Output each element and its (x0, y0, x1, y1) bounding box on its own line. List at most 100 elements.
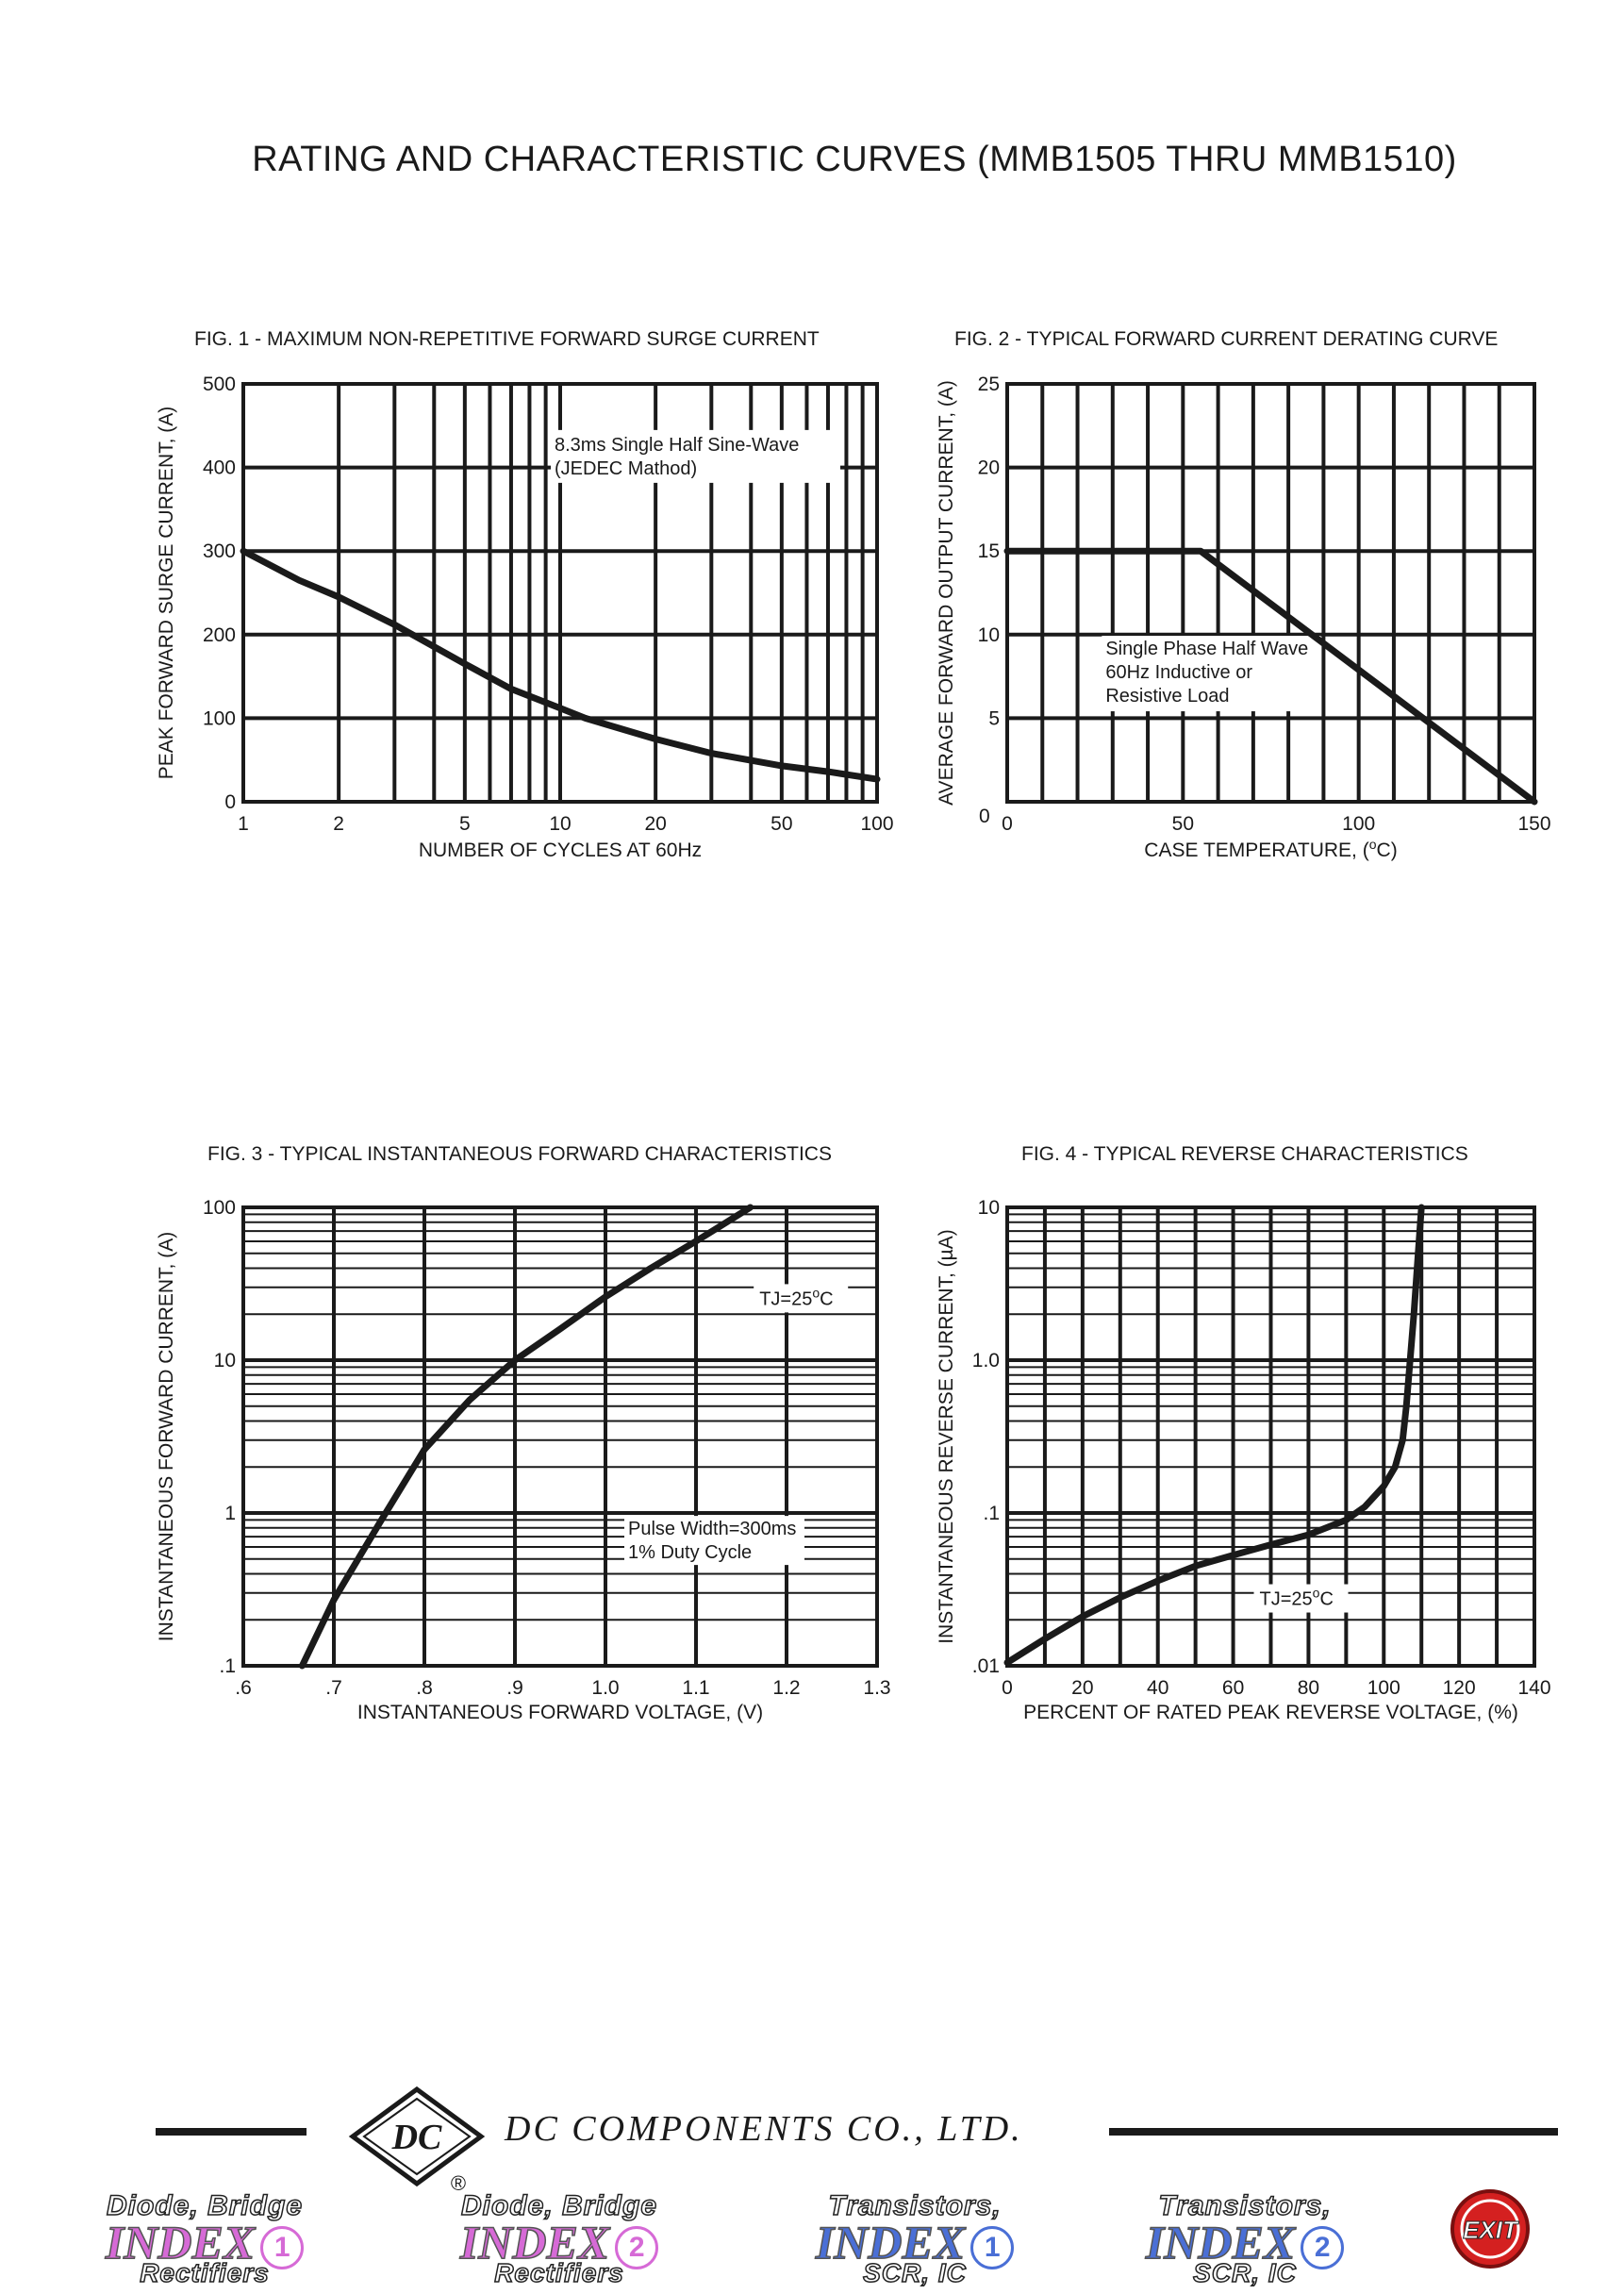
y-tick-label: 1.0 (972, 1350, 1000, 1371)
exit-label: EXIT (1463, 2216, 1519, 2244)
fig2-chart: Single Phase Half Wave 60Hz Inductive or R… (936, 374, 1551, 861)
index-number-badge: 2 (1301, 2225, 1345, 2269)
y-tick-label: 20 (978, 457, 1000, 479)
series-line (240, 547, 881, 783)
y-axis-label: INSTANTANEOUS REVERSE CURRENT, (µA) (936, 1229, 957, 1644)
index-btn-line1: Transistors, (828, 2189, 1002, 2222)
x-tick-label: 0 (1002, 1677, 1013, 1699)
y-axis-label: PEAK FORWARD SURGE CURRENT, (A) (156, 407, 177, 780)
x-tick-label: 5 (459, 813, 471, 835)
index-number-badge: 2 (615, 2225, 659, 2269)
series-line (1003, 1204, 1425, 1667)
x-tick-label: 140 (1517, 1677, 1550, 1699)
x-tick-label: 100 (860, 813, 893, 835)
page-title: RATING AND CHARACTERISTIC CURVES (MMB150… (252, 140, 1457, 179)
exit-button[interactable]: EXIT (1448, 2186, 1533, 2271)
index-btn-line1: Diode, Bridge (106, 2189, 303, 2222)
index-btn-line2: INDEX 1 (87, 2215, 323, 2269)
annotation-tj: TJ=25oC (759, 1285, 833, 1309)
y-tick-label: .01 (972, 1655, 1000, 1677)
index-diode-bridge-1-button[interactable]: Diode, Bridge INDEX 1 Rectifiers (87, 2189, 323, 2294)
y-tick-label: 0 (979, 806, 990, 827)
x-tick-label: 50 (1172, 813, 1194, 835)
logo-text: DC (391, 2118, 442, 2157)
x-tick-label: .7 (325, 1677, 342, 1699)
y-tick-label: 500 (203, 374, 236, 395)
series-line (298, 1204, 754, 1670)
x-tick-label: 2 (333, 813, 344, 835)
x-tick-label: 100 (1367, 1677, 1400, 1699)
x-axis-label: CASE TEMPERATURE, (oC) (1144, 837, 1397, 861)
y-tick-label: 100 (203, 1197, 236, 1219)
index-number-badge: 1 (970, 2225, 1015, 2269)
fig4-title: FIG. 4 - TYPICAL REVERSE CHARACTERISTICS (1021, 1143, 1468, 1165)
exit-icon (1450, 2189, 1530, 2269)
annotation-box (754, 1284, 849, 1313)
annotation-text: 8.3ms Single Half Sine-Wave (555, 435, 799, 456)
index-btn-line3: Rectifiers (493, 2257, 624, 2288)
fig4-chart: TJ=25oC 0 20 40 60 80 100 120 140 .01 .1 1.0 10 PERCE… (936, 1197, 1551, 1723)
y-tick-label: 100 (203, 707, 236, 729)
x-tick-label: 60 (1222, 1677, 1244, 1699)
y-axis-label: AVERAGE FORWARD OUTPUT CURRENT, (A) (936, 380, 957, 806)
x-tick-label: .6 (235, 1677, 252, 1699)
index-btn-line2: INDEX 1 (797, 2215, 1033, 2269)
x-tick-label: 40 (1147, 1677, 1168, 1699)
x-tick-label: 1.1 (682, 1677, 709, 1699)
index-btn-line1: Diode, Bridge (460, 2189, 657, 2222)
x-tick-label: 120 (1443, 1677, 1476, 1699)
x-tick-label: 20 (644, 813, 666, 835)
y-tick-label: 25 (978, 374, 1000, 395)
x-tick-label: 150 (1517, 813, 1550, 835)
index-btn-line3: SCR, IC (1192, 2257, 1297, 2288)
footer-rule-left (156, 2128, 307, 2136)
annotation-text: 60Hz Inductive or (1105, 662, 1252, 683)
annotation-tj: TJ=25oC (1260, 1586, 1334, 1610)
fig2-title: FIG. 2 - TYPICAL FORWARD CURRENT DERATIN… (954, 328, 1499, 350)
index-transistors-2-button[interactable]: Transistors, INDEX 2 SCR, IC (1127, 2189, 1363, 2294)
index-transistors-1-button[interactable]: Transistors, INDEX 1 SCR, IC (797, 2189, 1033, 2294)
x-tick-label: 1.0 (591, 1677, 619, 1699)
fig1-title: FIG. 1 - MAXIMUM NON-REPETITIVE FORWARD … (194, 328, 820, 350)
x-tick-label: 0 (1002, 813, 1013, 835)
index-btn-line2: INDEX 2 (441, 2215, 677, 2269)
y-tick-label: 15 (978, 540, 1000, 562)
company-logo: DC ® (348, 2086, 486, 2195)
annotation-text: 1% Duty Cycle (628, 1542, 752, 1563)
x-tick-label: .9 (506, 1677, 523, 1699)
x-tick-label: 10 (549, 813, 571, 835)
index-diode-bridge-2-button[interactable]: Diode, Bridge INDEX 2 Rectifiers (441, 2189, 677, 2294)
y-tick-label: 10 (978, 1197, 1000, 1219)
index-btn-line1: Transistors, (1158, 2189, 1332, 2222)
index-btn-line3: Rectifiers (139, 2257, 270, 2288)
x-tick-label: 1.3 (863, 1677, 890, 1699)
y-tick-label: 0 (224, 791, 236, 813)
fig3-chart: Pulse Width=300ms 1% Duty Cycle TJ=25oC .6.… (156, 1197, 891, 1723)
annotation-box (624, 1516, 804, 1566)
plot-frame (1005, 1205, 1536, 1668)
x-axis-label: INSTANTANEOUS FORWARD VOLTAGE, (V) (357, 1702, 763, 1723)
fig1-chart: 8.3ms Single Half Sine-Wave(JEDEC Mathod… (156, 374, 894, 861)
y-tick-label: 300 (203, 540, 236, 562)
x-axis-label: NUMBER OF CYCLES AT 60Hz (419, 839, 702, 861)
plot-frame (241, 382, 879, 804)
annotation-box (551, 429, 840, 483)
y-tick-label: 10 (214, 1350, 236, 1371)
x-tick-label: 50 (771, 813, 792, 835)
annotation-text: Pulse Width=300ms (628, 1519, 796, 1539)
y-tick-label: 400 (203, 457, 236, 479)
x-tick-label: 80 (1298, 1677, 1319, 1699)
x-tick-label: 100 (1342, 813, 1375, 835)
footer-rule-right (1109, 2128, 1558, 2136)
annotation-text: Resistive Load (1105, 686, 1229, 706)
x-tick-label: .8 (416, 1677, 433, 1699)
annotation-text: (JEDEC Mathod) (555, 458, 697, 479)
index-number-badge: 1 (260, 2225, 305, 2269)
fig3-title: FIG. 3 - TYPICAL INSTANTANEOUS FORWARD C… (207, 1143, 832, 1165)
plot-frame (241, 1205, 879, 1668)
annotation-box (1253, 1584, 1349, 1613)
y-tick-label: 200 (203, 624, 236, 646)
x-tick-label: 20 (1071, 1677, 1093, 1699)
annotation-box (1102, 636, 1321, 712)
